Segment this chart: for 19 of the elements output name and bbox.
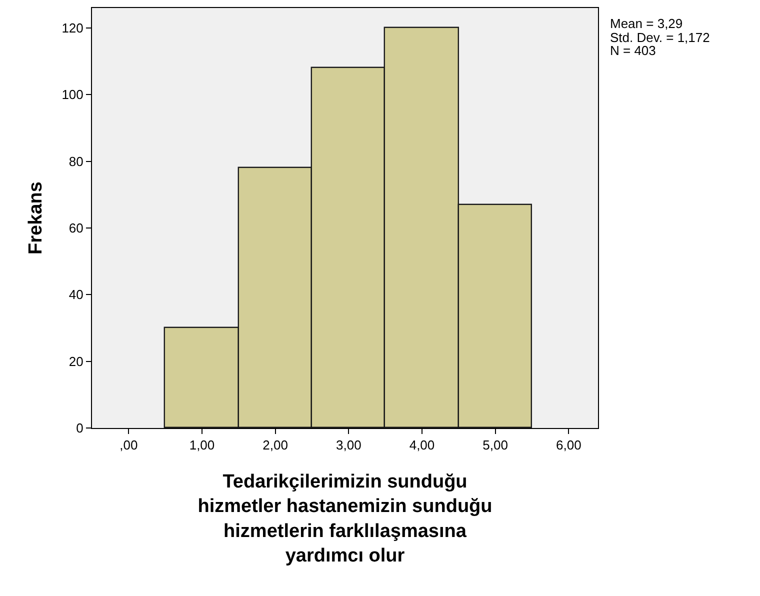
x-tick-label: 3,00	[336, 438, 362, 453]
x-tick-label: 4,00	[409, 438, 435, 453]
x-tick-label: 6,00	[556, 438, 582, 453]
y-axis-title: Frekans	[26, 182, 47, 254]
y-tick-label: 0	[76, 420, 84, 436]
text: Std. Dev. = 1,172	[610, 30, 710, 45]
y-tick-label: 120	[62, 20, 84, 36]
y-tick-label: 60	[68, 220, 84, 236]
x-axis-title: Tedarikçilerimizin sunduğu hizmetler hastanemizin sunduğu hizmetlerin farklılaşmasına yardımcı olur	[198, 471, 492, 566]
text: N = 403	[610, 43, 656, 58]
y-tick-label: 80	[68, 154, 84, 169]
y-tick-label: 40	[68, 287, 84, 302]
y-tick-label: 100	[62, 87, 84, 102]
x-tick-label: 5,00	[482, 438, 508, 453]
x-tick-label: ,00	[120, 438, 138, 453]
text: Mean = 3,29	[610, 16, 683, 31]
x-tick-label: 1,00	[189, 438, 215, 453]
x-tick-label: 2,00	[262, 438, 288, 453]
y-tick-label: 20	[68, 354, 84, 369]
